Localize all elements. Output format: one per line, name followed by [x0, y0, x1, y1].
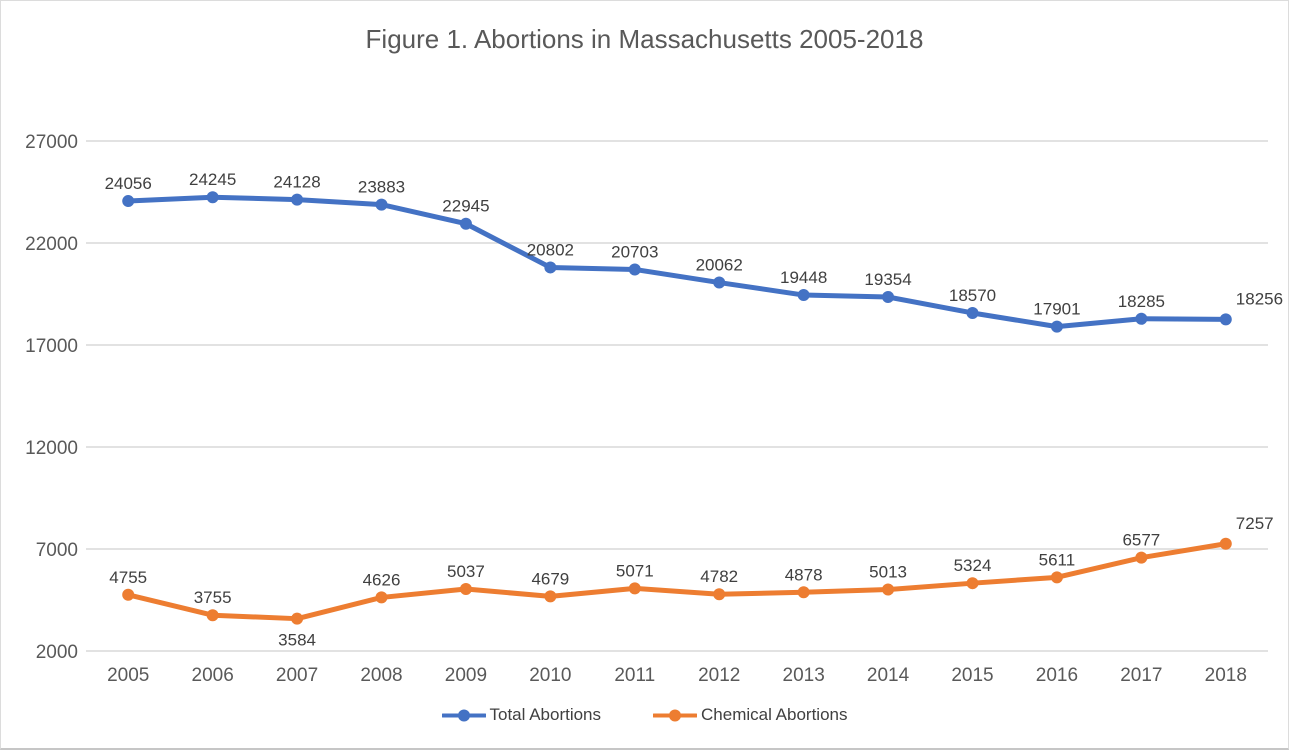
data-point-label: 5611 [1039, 550, 1076, 569]
y-axis-tick-label: 17000 [25, 336, 78, 357]
y-axis-tick-label: 22000 [25, 234, 78, 255]
data-point-label: 5071 [616, 561, 654, 580]
data-point-label: 4626 [363, 570, 401, 589]
data-point-marker [1219, 537, 1232, 550]
data-point-label: 20802 [527, 240, 574, 259]
legend-item-total-abortions: Total Abortions [441, 705, 602, 725]
x-axis-tick-label: 2016 [1036, 665, 1078, 686]
data-point-marker [882, 583, 895, 596]
legend-item-chemical-abortions: Chemical Abortions [653, 705, 847, 725]
data-point-label: 18256 [1236, 289, 1283, 308]
data-point-marker [1135, 312, 1148, 325]
data-point-label: 7257 [1236, 514, 1274, 533]
data-point-marker [1135, 551, 1148, 564]
data-point-label: 4782 [700, 567, 738, 586]
data-point-marker [459, 217, 472, 230]
x-axis-tick-label: 2012 [698, 665, 740, 686]
data-point-marker [713, 588, 726, 601]
series-line-total-abortions [125, 194, 1229, 330]
x-axis-tick-label: 2006 [192, 665, 234, 686]
data-point-label: 3755 [194, 588, 232, 607]
data-point-label: 23883 [358, 178, 405, 197]
data-point-marker [966, 306, 979, 319]
data-point-marker [206, 609, 219, 622]
data-point-marker [375, 198, 388, 211]
x-axis-tick-label: 2017 [1120, 665, 1162, 686]
y-axis-tick-label: 27000 [25, 132, 78, 153]
line-series-marker-icon [653, 709, 698, 721]
x-axis-tick-label: 2005 [107, 665, 149, 686]
chart-title: Figure 1. Abortions in Massachusetts 200… [365, 24, 924, 54]
y-axis-tick-label: 2000 [36, 642, 78, 663]
data-point-marker [459, 583, 472, 596]
data-point-label: 4679 [531, 569, 569, 588]
data-point-marker [628, 263, 641, 276]
data-point-marker [206, 191, 219, 204]
data-point-label: 18285 [1118, 292, 1165, 311]
data-point-label: 17901 [1033, 300, 1080, 319]
data-point-marker [882, 290, 895, 303]
data-point-label: 5037 [447, 562, 485, 581]
data-point-marker [544, 590, 557, 603]
legend-label: Total Abortions [489, 705, 602, 724]
x-axis-tick-label: 2008 [360, 665, 402, 686]
y-axis-tick-label: 12000 [25, 438, 78, 459]
data-point-marker [1050, 320, 1063, 333]
data-point-label: 24128 [273, 173, 320, 192]
data-point-label: 24056 [105, 174, 152, 193]
data-point-label: 6577 [1122, 531, 1160, 550]
data-point-label: 19448 [780, 268, 827, 287]
x-axis-tick-label: 2009 [445, 665, 487, 686]
data-point-marker [713, 276, 726, 289]
x-axis-tick-label: 2010 [529, 665, 571, 686]
data-point-marker [628, 582, 641, 595]
data-point-marker [797, 289, 810, 302]
data-point-marker [375, 591, 388, 604]
legend-label: Chemical Abortions [701, 705, 848, 724]
chart-legend: Total Abortions Chemical Abortions [1, 705, 1288, 725]
data-point-marker [1050, 571, 1063, 584]
series-line-chemical-abortions [125, 541, 1229, 622]
data-point-label: 5013 [869, 563, 907, 582]
data-point-label: 20062 [696, 256, 743, 275]
data-point-label: 24245 [189, 170, 236, 189]
data-point-marker [291, 193, 304, 206]
data-point-marker [966, 577, 979, 590]
data-point-marker [291, 612, 304, 625]
x-axis-tick-label: 2014 [867, 665, 910, 686]
data-point-marker [122, 195, 135, 208]
data-point-label: 22945 [442, 197, 489, 216]
data-point-label: 19354 [864, 270, 911, 289]
data-point-label: 4878 [785, 565, 823, 584]
data-point-label: 4755 [109, 568, 147, 587]
x-axis-tick-label: 2018 [1205, 665, 1247, 686]
data-point-marker [544, 261, 557, 274]
data-point-label: 18570 [949, 286, 996, 305]
y-axis-tick-label: 7000 [36, 540, 78, 561]
data-point-marker [1219, 313, 1232, 326]
line-series-marker-icon [441, 709, 486, 721]
x-axis-tick-label: 2015 [951, 665, 993, 686]
x-axis-tick-label: 2013 [783, 665, 825, 686]
data-point-marker [122, 588, 135, 601]
data-point-label: 3584 [278, 631, 316, 650]
x-axis-tick-label: 2007 [276, 665, 318, 686]
data-point-label: 20703 [611, 242, 658, 261]
data-point-marker [797, 586, 810, 599]
data-point-label: 5324 [954, 556, 992, 575]
x-axis-tick-label: 2011 [614, 665, 655, 686]
